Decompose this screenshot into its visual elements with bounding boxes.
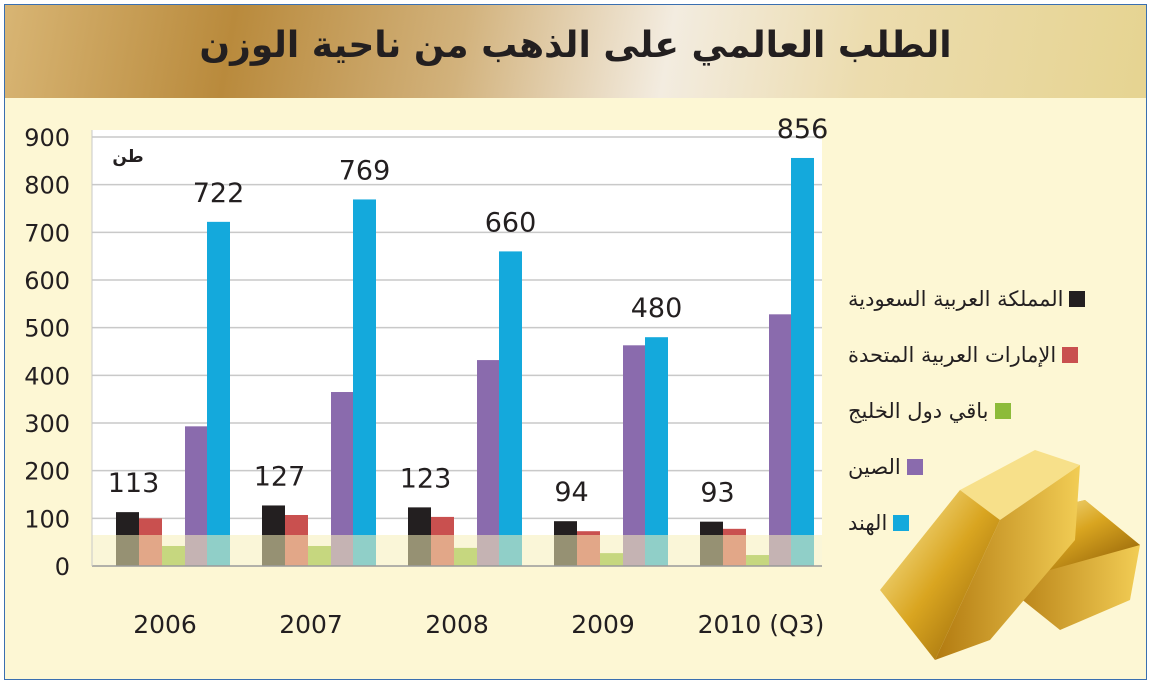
- legend-swatch: [1069, 291, 1086, 307]
- data-label: 480: [631, 293, 683, 324]
- unit-label: طن: [112, 147, 143, 167]
- data-label: 94: [554, 477, 588, 508]
- legend-label: الإمارات العربية المتحدة: [848, 343, 1057, 367]
- bar-4-4: [791, 157, 814, 566]
- bar-0-4: [207, 221, 230, 566]
- y-tick-label: 300: [24, 410, 70, 438]
- bar-3-3: [623, 345, 646, 566]
- legend-swatch: [1062, 347, 1079, 363]
- data-label: 769: [339, 155, 391, 186]
- y-tick-label: 400: [24, 362, 70, 390]
- data-label: 127: [254, 461, 306, 492]
- legend-label: المملكة العربية السعودية: [848, 287, 1064, 311]
- bar-1-4: [353, 199, 376, 566]
- legend-label: باقي دول الخليج: [848, 399, 989, 423]
- y-tick-label: 600: [24, 267, 70, 295]
- bar-2-3: [477, 360, 500, 566]
- y-tick-label: 800: [24, 172, 70, 200]
- bar-4-3: [769, 314, 792, 566]
- legend-swatch: [893, 515, 910, 531]
- legend-swatch: [906, 459, 923, 475]
- legend-item: الصين: [848, 454, 1118, 480]
- data-label: 113: [108, 468, 160, 499]
- gold-bars-illustration: [880, 450, 1140, 660]
- bar-1-3: [331, 392, 354, 566]
- y-tick-label: 700: [24, 219, 70, 247]
- data-label: 660: [485, 207, 537, 238]
- data-label: 856: [777, 114, 829, 145]
- data-label: 722: [193, 178, 245, 209]
- chart-title: الطلب العالمي على الذهب من ناحية الوزن: [199, 25, 952, 66]
- x-tick-label: 2009: [571, 610, 635, 639]
- legend-swatch: [994, 403, 1011, 419]
- data-label: 93: [700, 478, 734, 509]
- x-tick-label: 2008: [425, 610, 489, 639]
- legend-item: المملكة العربية السعودية: [848, 286, 1118, 312]
- bar-0-3: [185, 426, 208, 566]
- legend-item: الهند: [848, 510, 1118, 536]
- y-tick-label: 100: [24, 505, 70, 533]
- x-tick-label: 2010 (Q3): [698, 610, 825, 639]
- y-tick-label: 200: [24, 458, 70, 486]
- x-tick-label: 2007: [279, 610, 343, 639]
- x-tick-label: 2006: [133, 610, 197, 639]
- bar-3-4: [645, 337, 668, 566]
- bottom-band: [92, 535, 822, 566]
- legend-label: الهند: [848, 511, 888, 535]
- y-tick-label: 900: [24, 124, 70, 152]
- legend-label: الصين: [848, 455, 901, 479]
- data-label: 123: [400, 463, 452, 494]
- y-tick-label: 0: [55, 553, 70, 581]
- y-tick-label: 500: [24, 315, 70, 343]
- legend-item: الإمارات العربية المتحدة: [848, 342, 1118, 368]
- title-banner: الطلب العالمي على الذهب من ناحية الوزن: [5, 5, 1146, 98]
- legend-item: باقي دول الخليج: [848, 398, 1118, 424]
- bar-2-4: [499, 251, 522, 566]
